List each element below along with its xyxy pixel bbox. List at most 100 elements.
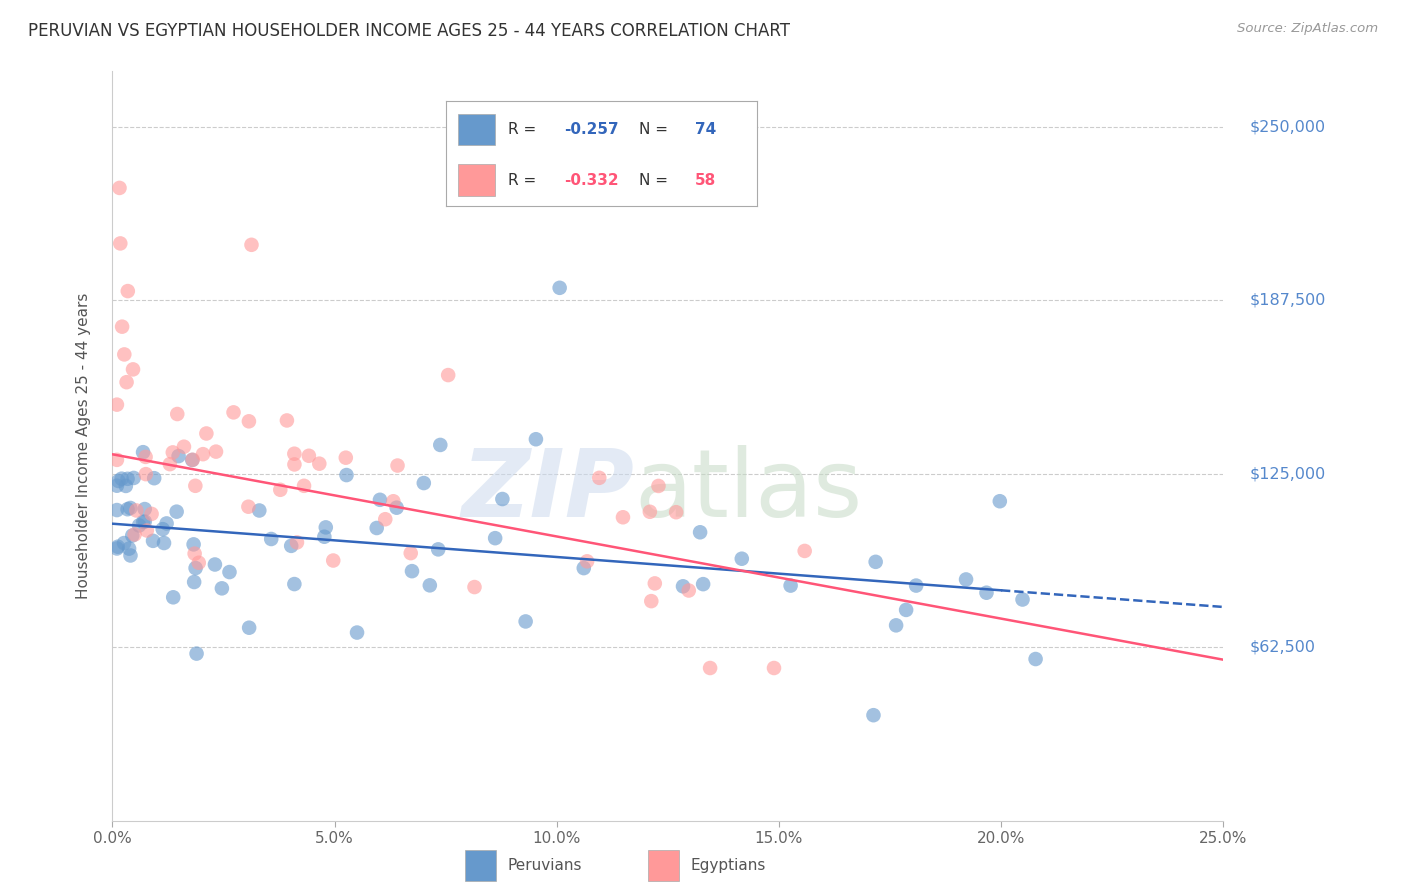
Point — [110, 236, 132, 251]
Point — [427, 542, 450, 557]
Point — [105, 453, 128, 467]
Point — [118, 541, 141, 556]
Point — [240, 237, 263, 252]
Point — [167, 449, 190, 463]
Point — [612, 510, 634, 524]
Text: $125,000: $125,000 — [1250, 467, 1326, 482]
Point — [125, 503, 148, 517]
Point — [640, 594, 662, 608]
Point — [205, 444, 228, 458]
Point — [122, 362, 145, 376]
Point — [105, 541, 128, 556]
Point — [576, 554, 599, 568]
Point — [437, 368, 460, 382]
Point — [211, 582, 233, 596]
Point — [1011, 592, 1033, 607]
Point — [366, 521, 388, 535]
Point — [905, 578, 928, 592]
Point — [112, 347, 135, 361]
Point — [183, 537, 205, 551]
Text: $62,500: $62,500 — [1250, 640, 1316, 655]
Point — [159, 457, 181, 471]
Point — [276, 413, 298, 427]
Point — [135, 524, 157, 538]
Point — [491, 491, 513, 506]
Point — [548, 281, 571, 295]
Y-axis label: Householder Income Ages 25 - 44 years: Householder Income Ages 25 - 44 years — [76, 293, 91, 599]
Point — [184, 561, 207, 575]
Point — [142, 533, 165, 548]
Point — [247, 503, 270, 517]
Point — [166, 407, 188, 421]
Text: $187,500: $187,500 — [1250, 293, 1326, 308]
Point — [107, 474, 129, 488]
Point — [689, 525, 711, 540]
Point — [387, 458, 409, 473]
Point — [463, 580, 485, 594]
Point — [647, 479, 669, 493]
Point — [162, 591, 184, 605]
Point — [186, 647, 208, 661]
Point — [283, 577, 305, 591]
Point — [105, 398, 128, 412]
Point — [238, 414, 260, 428]
Point — [419, 578, 441, 592]
Point — [988, 494, 1011, 508]
Point — [793, 544, 815, 558]
Point — [166, 505, 188, 519]
Point — [143, 471, 166, 485]
Point — [132, 515, 155, 529]
Point — [117, 472, 139, 486]
Point — [115, 375, 138, 389]
Point — [153, 536, 176, 550]
Point — [114, 479, 136, 493]
Point — [382, 494, 405, 508]
Point — [111, 319, 134, 334]
Text: $250,000: $250,000 — [1250, 120, 1326, 135]
Point — [105, 503, 128, 517]
Point — [173, 440, 195, 454]
Point — [368, 492, 391, 507]
Point — [678, 583, 700, 598]
Point — [238, 621, 260, 635]
Point — [335, 468, 357, 483]
Point — [108, 181, 131, 195]
Text: atlas: atlas — [634, 445, 863, 537]
Point — [285, 535, 308, 549]
Point — [315, 520, 337, 534]
Point — [572, 561, 595, 575]
Point — [298, 449, 321, 463]
Point — [134, 502, 156, 516]
Point — [731, 551, 754, 566]
Point — [181, 453, 204, 467]
Point — [141, 507, 163, 521]
Point — [132, 445, 155, 459]
Point — [524, 432, 547, 446]
Point — [117, 284, 139, 298]
Point — [280, 539, 302, 553]
Point — [105, 479, 128, 493]
Point — [692, 577, 714, 591]
Point — [412, 476, 434, 491]
Point — [191, 447, 214, 461]
Point — [117, 502, 139, 516]
Point — [515, 615, 537, 629]
Point — [222, 405, 245, 419]
Point — [762, 661, 785, 675]
Point — [699, 661, 721, 675]
Point — [204, 558, 226, 572]
Point — [588, 471, 610, 485]
Point — [884, 618, 907, 632]
Point — [346, 625, 368, 640]
Point — [120, 500, 142, 515]
Point — [894, 603, 917, 617]
Point — [152, 522, 174, 536]
Point — [120, 549, 142, 563]
Point — [672, 579, 695, 593]
Point — [1025, 652, 1047, 666]
Point — [135, 467, 157, 482]
Point — [865, 555, 887, 569]
Point — [124, 527, 146, 541]
Point — [107, 540, 129, 554]
Point — [195, 426, 218, 441]
